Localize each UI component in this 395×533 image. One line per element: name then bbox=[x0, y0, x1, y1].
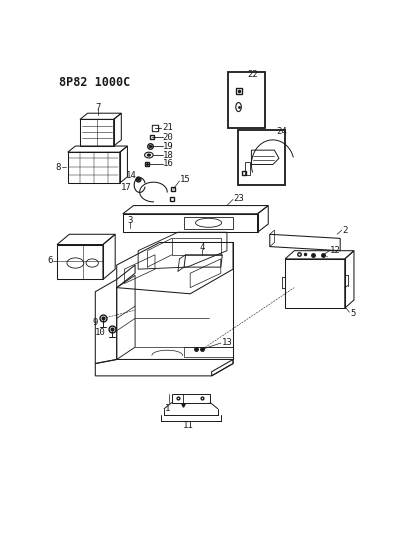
Text: 1: 1 bbox=[165, 404, 170, 413]
Text: 21: 21 bbox=[163, 123, 173, 132]
Text: 3: 3 bbox=[128, 216, 133, 225]
Text: 17: 17 bbox=[121, 183, 132, 191]
Text: 18: 18 bbox=[163, 150, 173, 159]
Text: 20: 20 bbox=[163, 133, 173, 142]
Text: 11: 11 bbox=[183, 422, 194, 431]
Bar bbox=[228, 72, 265, 127]
Text: 15: 15 bbox=[179, 175, 190, 184]
Text: 4: 4 bbox=[200, 243, 205, 252]
Text: 16: 16 bbox=[163, 159, 173, 168]
Text: 13: 13 bbox=[222, 338, 232, 347]
Bar bbox=[238, 130, 285, 185]
Text: 2: 2 bbox=[342, 225, 348, 235]
Text: 8P82 1000C: 8P82 1000C bbox=[58, 76, 130, 89]
Text: 23: 23 bbox=[233, 194, 244, 203]
Text: 7: 7 bbox=[96, 103, 101, 112]
Text: 14: 14 bbox=[126, 171, 137, 180]
Ellipse shape bbox=[147, 154, 151, 156]
Text: 6: 6 bbox=[47, 256, 53, 265]
Text: 5: 5 bbox=[350, 309, 356, 318]
Text: 9: 9 bbox=[93, 318, 98, 327]
Text: 8: 8 bbox=[56, 163, 61, 172]
Text: 22: 22 bbox=[247, 70, 258, 79]
Text: 19: 19 bbox=[163, 142, 173, 150]
Text: 10: 10 bbox=[95, 328, 106, 337]
Text: 24: 24 bbox=[276, 127, 287, 136]
Text: 12: 12 bbox=[330, 246, 341, 255]
